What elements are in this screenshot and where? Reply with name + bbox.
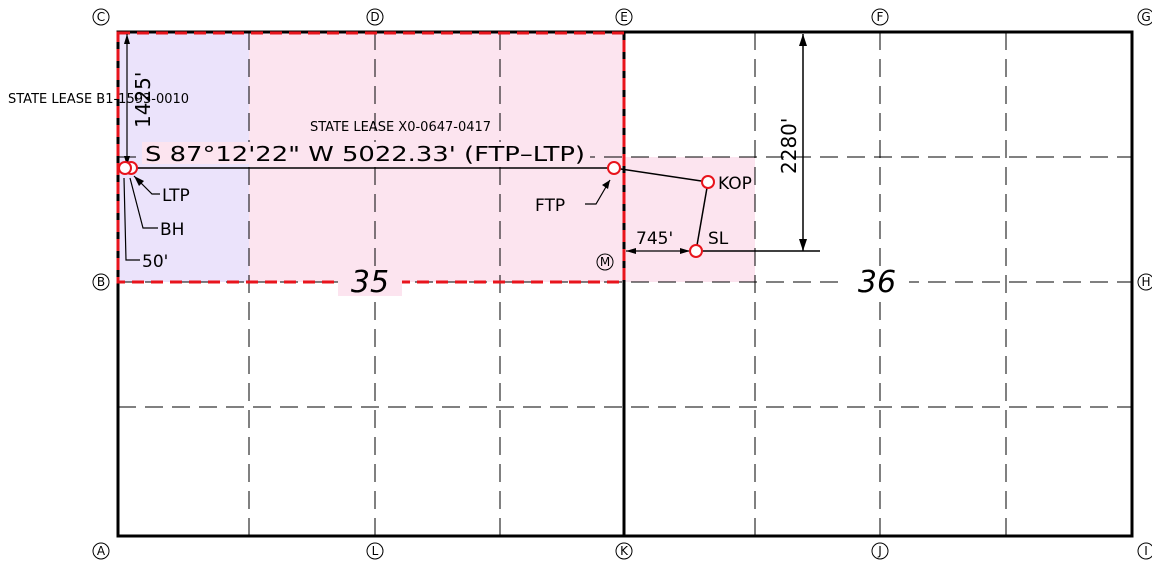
dim-bh-offset-label: 50' bbox=[142, 252, 168, 272]
corner-call-k: K bbox=[620, 544, 629, 558]
kop-marker bbox=[701, 175, 715, 189]
section-number-left: 35 bbox=[351, 265, 389, 300]
corner-call-f: F bbox=[877, 10, 884, 24]
leaders bbox=[123, 175, 611, 261]
dim-fwl-sl bbox=[626, 248, 690, 254]
corner-call-e: E bbox=[620, 10, 628, 24]
corner-call-l: L bbox=[372, 544, 379, 558]
corner-call-i: I bbox=[1144, 544, 1148, 558]
well-path bbox=[130, 167, 709, 252]
ftp-label: FTP bbox=[535, 196, 565, 216]
ftp-marker bbox=[607, 161, 621, 175]
dim-north-offset-label: 1425' bbox=[131, 72, 155, 128]
lease-label-left: STATE LEASE B1-1593-0010 bbox=[8, 92, 189, 107]
sl-label: SL bbox=[708, 229, 729, 249]
dim-fnl-sl bbox=[696, 34, 820, 252]
dim-fwl-sl-label: 745' bbox=[636, 229, 673, 249]
corner-call-a: A bbox=[97, 544, 106, 558]
bh-marker bbox=[118, 161, 132, 175]
corner-call-b: B bbox=[97, 275, 105, 289]
point-markers bbox=[118, 161, 715, 258]
corner-call-j: J bbox=[877, 544, 882, 558]
ltp-label: LTP bbox=[162, 186, 190, 206]
corner-call-g: G bbox=[1141, 10, 1150, 24]
corner-calls bbox=[92, 8, 1152, 560]
dim-fnl-sl-label: 2280' bbox=[777, 118, 801, 174]
leader-arrows bbox=[134, 176, 610, 189]
section-number-right: 36 bbox=[858, 265, 896, 300]
lease-area-pink-east bbox=[624, 157, 755, 282]
bearing-label: S 87°12'22" W 5022.33' (FTP–LTP) bbox=[145, 142, 585, 166]
corner-call-h: H bbox=[1141, 275, 1150, 289]
lease-label-center: STATE LEASE X0-0647-0417 bbox=[310, 120, 491, 135]
corner-call-d: D bbox=[370, 10, 379, 24]
corner-call-c: C bbox=[97, 10, 105, 24]
corner-call-m: M bbox=[600, 255, 610, 269]
kop-label: KOP bbox=[718, 174, 752, 194]
sl-marker bbox=[689, 244, 703, 258]
bh-label: BH bbox=[160, 220, 184, 240]
dim-north-offset bbox=[124, 34, 130, 166]
